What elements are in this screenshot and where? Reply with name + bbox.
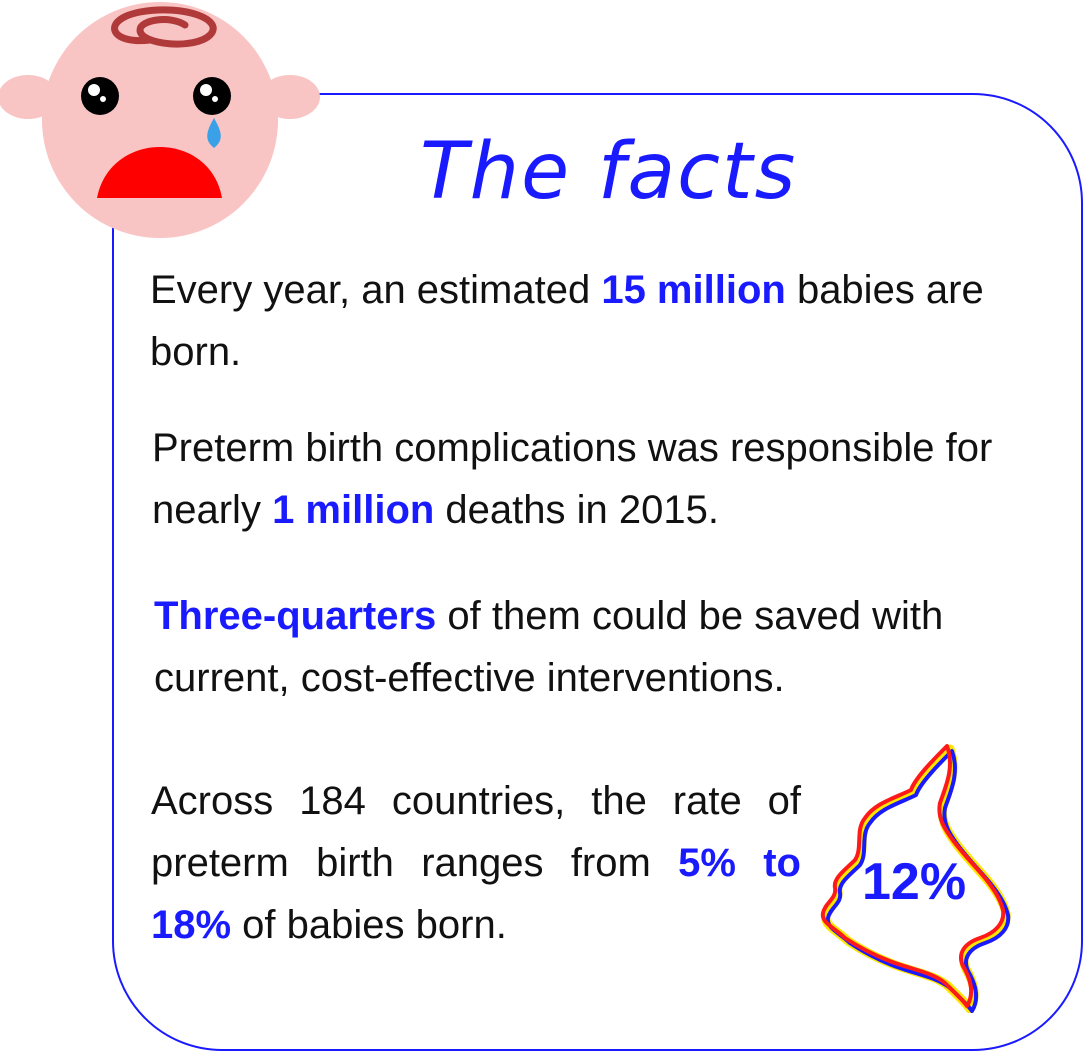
fact-text: Preterm birth complications was responsi… bbox=[152, 426, 993, 532]
fact-savable: Three-quarters of them could be saved wi… bbox=[154, 585, 1054, 709]
fact-text: deaths in 2015. bbox=[434, 488, 719, 532]
fact-highlight: 15 million bbox=[601, 268, 786, 312]
fact-text: Across 184 countries, the rate of preter… bbox=[151, 779, 801, 885]
fact-preterm-deaths: Preterm birth complications was responsi… bbox=[152, 417, 1052, 541]
fact-text: of babies born. bbox=[231, 903, 507, 947]
facts-card bbox=[112, 93, 1083, 1051]
fact-annual-births: Every year, an estimated 15 million babi… bbox=[150, 259, 1030, 383]
crying-baby-icon bbox=[0, 2, 320, 238]
country-map-icon bbox=[820, 744, 1011, 1013]
fact-text: Every year, an estimated bbox=[150, 268, 602, 312]
page-title: The facts bbox=[420, 127, 797, 217]
fact-highlight: 5% to 18% bbox=[151, 841, 801, 947]
fact-text: of them could be saved with current, cos… bbox=[154, 594, 944, 700]
map-stat-label: 12% bbox=[862, 853, 967, 911]
page-title-text: The facts bbox=[420, 127, 797, 217]
fact-highlight: 1 million bbox=[272, 488, 435, 532]
fact-text: babies are born. bbox=[150, 268, 984, 374]
fact-preterm-rate-range: Across 184 countries, the rate of preter… bbox=[151, 770, 801, 956]
fact-highlight: Three-quarters bbox=[154, 594, 437, 638]
